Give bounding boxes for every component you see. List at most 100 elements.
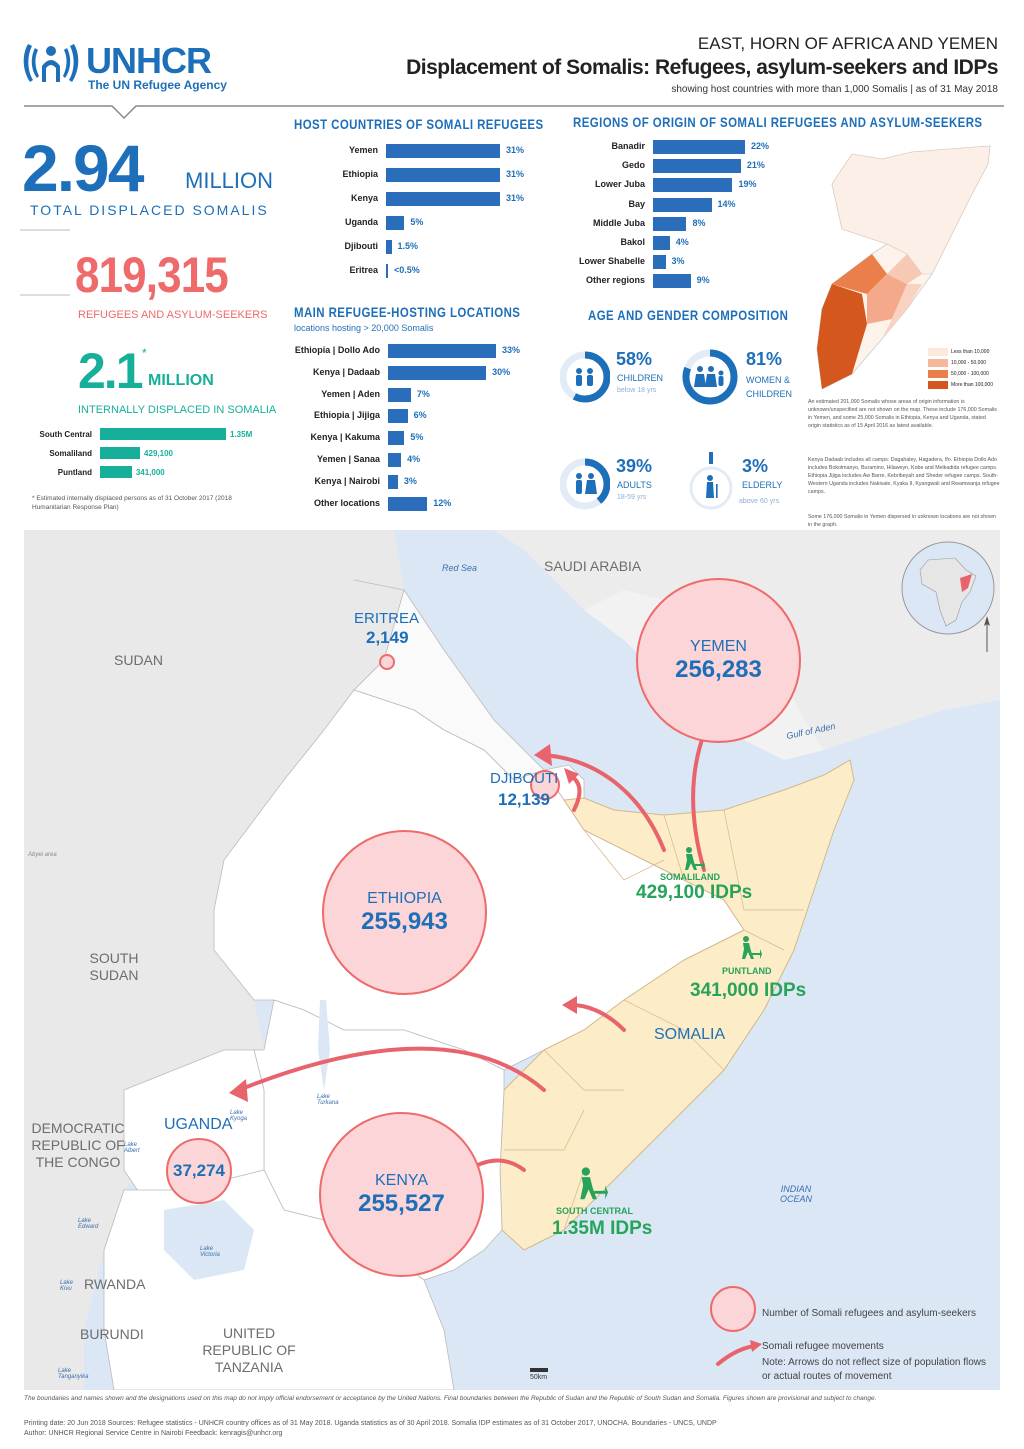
circle-uganda-name: UGANDA xyxy=(164,1116,233,1133)
host-country-label: Yemen xyxy=(348,145,378,155)
location-value: 4% xyxy=(407,454,421,464)
circle-kenya-name: KENYA xyxy=(374,1171,429,1189)
africa-globe-inset xyxy=(901,541,995,635)
location-value: 30% xyxy=(492,366,511,377)
host-country-label: Ethiopia xyxy=(342,169,379,179)
host-country-bar xyxy=(386,192,500,206)
location-bar xyxy=(388,387,411,402)
circle-yemen-name: YEMEN xyxy=(690,637,747,655)
idp-label: INTERNALLY DISPLACED IN SOMALIA xyxy=(78,404,277,416)
location-row: Kenya | Kakuma 5% xyxy=(294,429,538,447)
location-bar xyxy=(388,409,408,424)
origin-label: Bakol xyxy=(620,237,645,247)
puntland-name: PUNTLAND xyxy=(722,966,772,976)
scale-label: 50km xyxy=(530,1374,548,1381)
locations-subtitle: locations hosting > 20,000 Somalis xyxy=(294,323,434,333)
idp-region-label: Puntland xyxy=(57,468,92,477)
location-value: 7% xyxy=(416,388,430,399)
label-abyei: Abyei area xyxy=(28,852,57,858)
label-burundi: BURUNDI xyxy=(80,1326,144,1342)
totals-bracket xyxy=(20,229,70,296)
origin-bar xyxy=(653,178,733,193)
elderly-stat: 3% ELDERLY above 60 yrs xyxy=(686,452,816,522)
circle-eritrea xyxy=(379,654,395,670)
host-country-label: Kenya xyxy=(350,193,378,203)
origin-row: Bakol 4% xyxy=(573,234,787,252)
host-country-value: <0.5% xyxy=(394,265,420,275)
origin-row: Lower Juba 19% xyxy=(573,176,787,194)
page-title: Displacement of Somalis: Refugees, asylu… xyxy=(406,56,998,79)
idp-value: 2.1 xyxy=(78,343,144,399)
circle-djibouti-value: 12,139 xyxy=(498,790,550,809)
location-label: Kenya | Nairobi xyxy=(314,475,380,486)
host-country-bar xyxy=(386,144,500,158)
locations-chart: Ethiopia | Dollo Ado 33% Kenya | Dadaab 30%… xyxy=(294,342,564,522)
location-label: Kenya | Dadaab xyxy=(312,366,380,377)
origin-bar xyxy=(653,216,687,231)
origins-chart: Banadir 22% Gedo 21% Lower Juba 19% Bay 14% Midd… xyxy=(573,138,813,298)
elderly-ring-icon xyxy=(689,452,733,510)
logo-subtitle: The UN Refugee Agency xyxy=(88,78,227,92)
origin-bar xyxy=(653,159,741,174)
location-bar xyxy=(388,474,398,489)
circle-djibouti xyxy=(530,770,560,800)
origin-bar xyxy=(653,274,691,289)
location-label: Kenya | Kakuma xyxy=(310,432,380,443)
children-sub: below 18 yrs xyxy=(617,387,657,394)
host-country-label: Djibouti xyxy=(344,241,379,251)
host-countries-chart: Yemen 31% Ethiopia 31% Kenya 31% Uganda 5% Djibo… xyxy=(294,142,564,282)
location-row: Yemen | Aden 7% xyxy=(294,386,538,404)
refugees-value: 819,315 xyxy=(75,247,229,303)
idp-region-value: 1.35M xyxy=(230,430,253,439)
circle-eritrea-value: 2,149 xyxy=(366,628,409,647)
origin-value: 8% xyxy=(692,217,706,228)
idp-puntland-icon xyxy=(742,936,762,959)
idp-bar-chart: South Central 1.35M Somaliland 429,100 Puntl… xyxy=(20,428,280,488)
origin-value: 19% xyxy=(738,179,757,190)
origin-value: 14% xyxy=(717,198,736,209)
somalia-origin-inset-map xyxy=(816,145,991,390)
host-country-bar xyxy=(386,264,388,278)
label-lake-kyoga: Lake Kyoga xyxy=(230,1110,248,1122)
host-country-bar xyxy=(386,240,392,254)
host-country-label: Uganda xyxy=(344,217,378,227)
idp-footnote: * Estimated internally displaced persons… xyxy=(32,495,232,511)
region-title: EAST, HORN OF AFRICA AND YEMEN xyxy=(697,34,998,53)
circle-kenya: KENYA 255,527 xyxy=(319,1112,484,1277)
location-row: Ethiopia | Dollo Ado 33% xyxy=(294,342,538,360)
circle-ethiopia-name: ETHIOPIA xyxy=(367,889,442,907)
location-value: 3% xyxy=(403,475,417,486)
legend-arrow-label: Somali refugee movements xyxy=(762,1341,884,1352)
logo-text: UNHCR xyxy=(86,40,212,81)
circle-yemen-value: 256,283 xyxy=(675,655,762,683)
locations-title: MAIN REFUGEE-HOSTING LOCATIONS xyxy=(294,304,521,320)
idp-region-value: 429,100 xyxy=(144,449,173,458)
location-label: Yemen | Aden xyxy=(321,388,380,399)
total-unit: MILLION xyxy=(185,168,274,193)
header-divider xyxy=(24,105,1004,120)
legend-circle-label: Number of Somali refugees and asylum-see… xyxy=(762,1308,976,1319)
origin-bar xyxy=(653,140,745,154)
children-pct: 58% xyxy=(616,349,653,369)
origin-value: 9% xyxy=(696,275,710,286)
north-arrow-icon xyxy=(984,616,990,652)
label-lake-kivu: Lake Kivu xyxy=(60,1280,74,1292)
children-label: CHILDREN xyxy=(617,373,664,383)
footer-disclaimer: The boundaries and names shown and the d… xyxy=(24,1395,877,1402)
circle-djibouti-name: DJIBOUTI xyxy=(490,770,559,787)
legend-note: Note: Arrows do not reflect size of popu… xyxy=(762,1357,987,1382)
children-stat: 58% CHILDREN below 18 yrs xyxy=(559,345,680,415)
idp-region-bar xyxy=(100,447,141,459)
women-pct: 81% xyxy=(746,349,783,369)
circle-eritrea-name: ERITREA xyxy=(354,610,420,627)
south-central-value: 1.35M IDPs xyxy=(552,1218,653,1239)
host-country-row: Djibouti 1.5% xyxy=(294,238,542,256)
location-value: 33% xyxy=(502,345,521,355)
circle-ethiopia: ETHIOPIA 255,943 xyxy=(322,830,487,995)
host-country-value: 31% xyxy=(506,145,525,155)
adults-stat: 39% ADULTS 18-59 yrs xyxy=(559,452,680,522)
host-country-value: 31% xyxy=(506,169,525,179)
scale-bar xyxy=(530,1368,548,1372)
idp-region-bar xyxy=(100,466,132,478)
host-country-value: 5% xyxy=(410,217,424,227)
